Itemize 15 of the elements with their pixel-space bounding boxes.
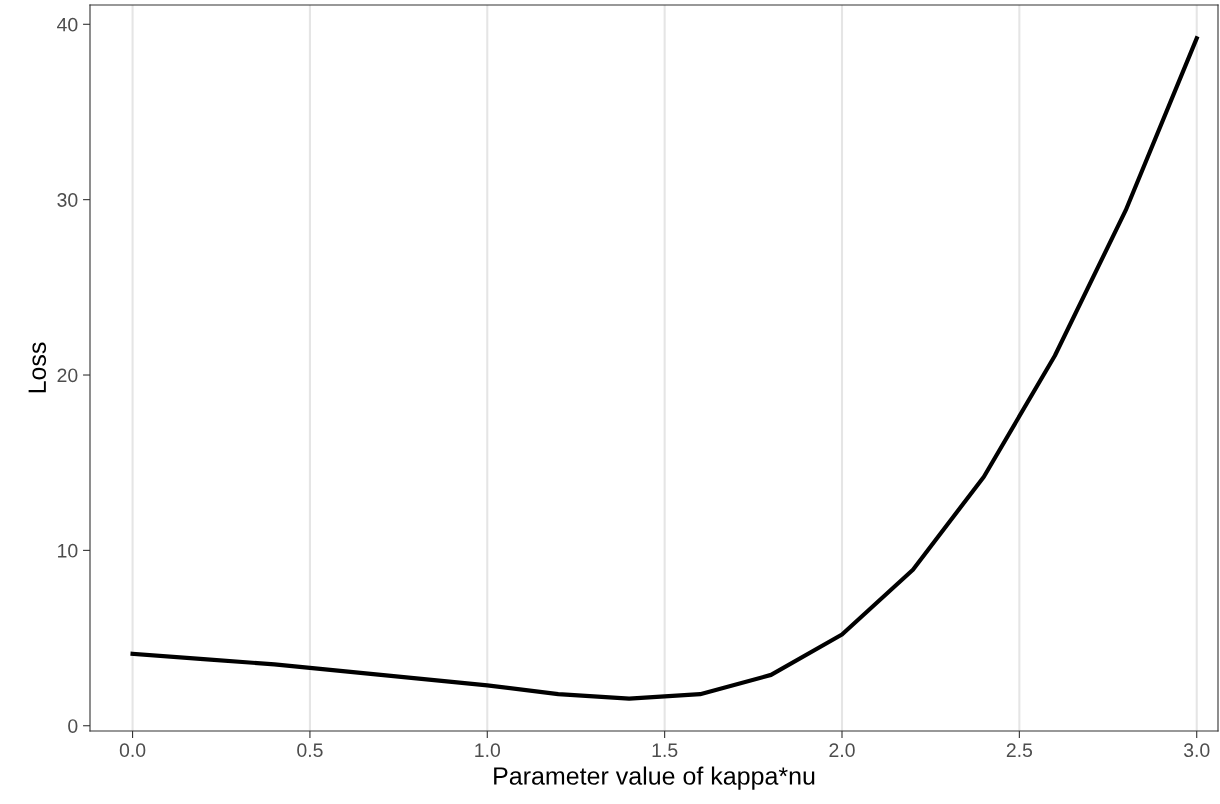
y-tick-label: 20 (57, 368, 78, 383)
x-tick-label: 1.0 (475, 743, 501, 758)
x-tick-label: 1.5 (652, 743, 678, 758)
x-axis-title: Parameter value of kappa*nu (494, 766, 815, 790)
y-tick-label: 40 (57, 17, 78, 32)
x-tick-label: 0.0 (119, 743, 146, 758)
line-series (130, 36, 1199, 701)
x-tick-label: 3.0 (1183, 743, 1210, 758)
x-tick-label: 2.5 (1006, 743, 1033, 758)
y-tick-label: 0 (68, 719, 78, 733)
y-tick-label: 30 (57, 193, 78, 207)
y-tick-label: 10 (58, 543, 78, 558)
x-tick-label: 2.0 (829, 743, 855, 758)
y-axis-title: Loss (28, 342, 47, 393)
x-tick-label: 0.5 (297, 743, 323, 758)
